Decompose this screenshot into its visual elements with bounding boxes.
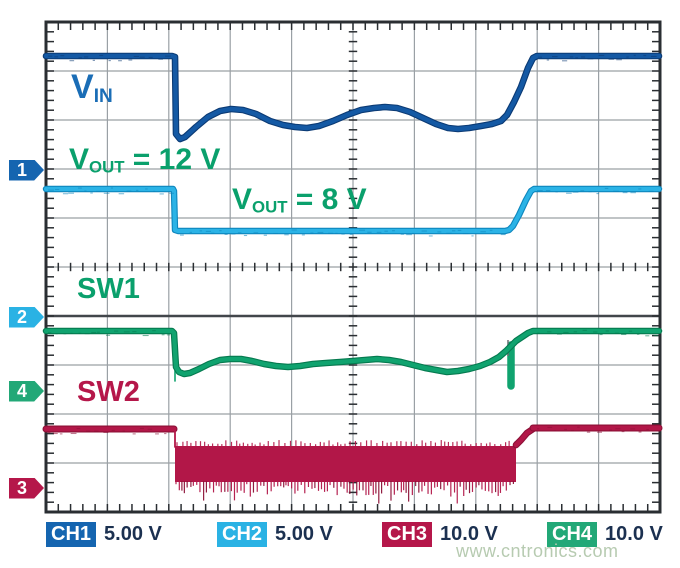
channel-marker-number: 4 xyxy=(16,381,27,401)
label-vout8-main: V xyxy=(232,183,253,216)
channel-scale-value: 10.0 V xyxy=(605,523,663,545)
channel-scale-value: 5.00 V xyxy=(104,523,162,545)
channel-badge-ch4: CH4 xyxy=(547,521,598,547)
label-vout12-main: V xyxy=(69,143,90,176)
legend-item-ch3: CH3 10.0 V xyxy=(382,521,498,547)
channel-marker-number: 2 xyxy=(16,307,27,327)
label-vin: VIN xyxy=(71,70,113,106)
legend-item-ch4: CH4 10.0 V xyxy=(547,521,663,547)
watermark-text: www.cntronics.com xyxy=(456,541,619,561)
channel-marker-1: 1 xyxy=(9,159,44,181)
legend-item-ch1: CH1 5.00 V xyxy=(46,521,162,547)
channel-marker-3: 3 xyxy=(9,477,44,499)
channel-badge-ch1: CH1 xyxy=(46,521,97,547)
channel-marker-4: 4 xyxy=(9,380,44,402)
label-vout-12v: VOUT = 12 V xyxy=(69,145,220,176)
label-vin-sub: IN xyxy=(93,86,113,108)
legend-item-ch2: CH2 5.00 V xyxy=(217,521,333,547)
label-sw1: SW1 xyxy=(77,275,140,304)
channel-badge-ch2: CH2 xyxy=(217,521,268,547)
label-vout-8v: VOUT = 8 V xyxy=(232,185,367,216)
channel-marker-number: 1 xyxy=(16,160,27,180)
label-vout12-sub: OUT xyxy=(89,157,125,177)
label-sw2: SW2 xyxy=(77,378,140,407)
channel-scale-value: 5.00 V xyxy=(275,523,333,545)
channel-marker-2: 2 xyxy=(9,306,44,328)
channel-badge-ch3: CH3 xyxy=(382,521,433,547)
label-vout8-sub: OUT xyxy=(252,197,288,217)
label-sw2-text: SW2 xyxy=(77,376,140,408)
channel-marker-number: 3 xyxy=(16,478,27,498)
label-vout12-rest: = 12 V xyxy=(124,143,221,176)
channel-scale-value: 10.0 V xyxy=(440,523,498,545)
label-vout8-rest: = 8 V xyxy=(287,183,367,216)
label-vin-main: V xyxy=(71,68,94,106)
label-sw1-text: SW1 xyxy=(77,273,140,305)
